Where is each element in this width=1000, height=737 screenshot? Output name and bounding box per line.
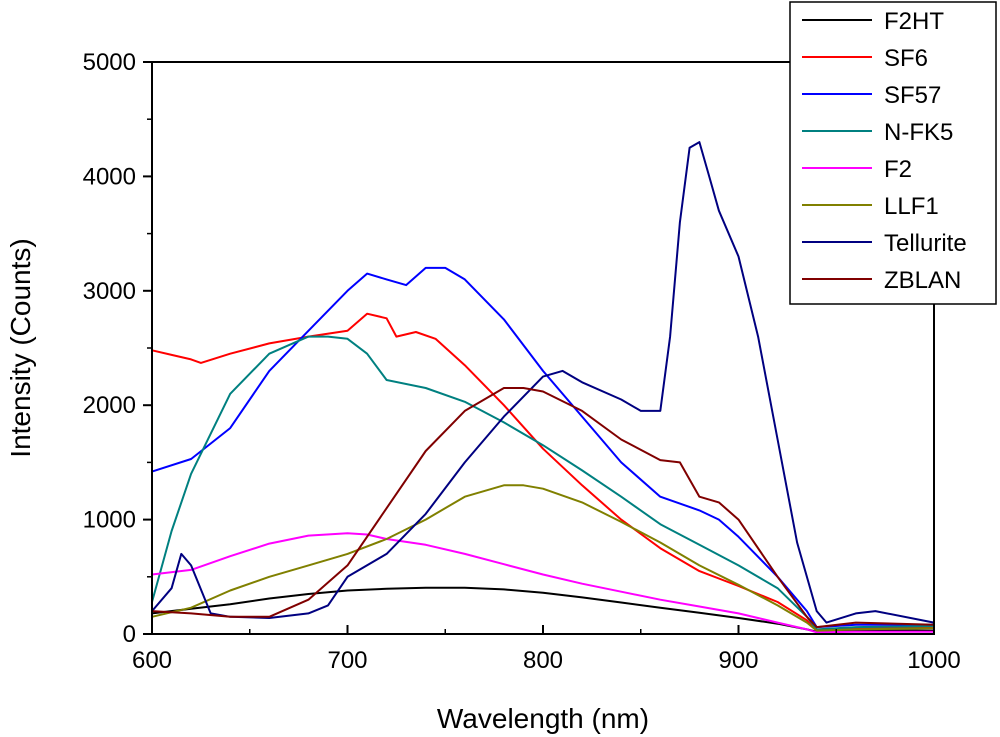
- x-tick-label: 700: [327, 647, 367, 674]
- y-tick-label: 0: [123, 621, 136, 648]
- x-tick-label: 600: [132, 647, 172, 674]
- legend-label: Tellurite: [884, 230, 967, 257]
- legend-label: N-FK5: [884, 119, 953, 146]
- y-tick-label: 3000: [83, 278, 136, 305]
- y-tick-label: 1000: [83, 507, 136, 534]
- x-axis-label: Wavelength (nm): [437, 703, 649, 734]
- x-tick-label: 900: [718, 647, 758, 674]
- series-line-zblan: [151, 387, 935, 629]
- series-line-f2: [151, 532, 934, 634]
- series-layer: [151, 141, 935, 634]
- x-tick-label: 800: [523, 647, 563, 674]
- legend-label: SF6: [884, 45, 928, 72]
- axis-ticks: 600 700 800 900 1000 0 1000 2000 3000 4000 5000: [83, 49, 961, 674]
- y-tick-label: 4000: [83, 163, 136, 190]
- y-axis-label: Intensity (Counts): [5, 238, 36, 457]
- legend-label: LLF1: [884, 193, 939, 220]
- y-tick-label: 2000: [83, 392, 136, 419]
- x-tick-label: 1000: [907, 647, 960, 674]
- legend: F2HT SF6 SF57 N-FK5 F2 LLF1 Tellurite ZBLAN: [789, 1, 997, 305]
- legend-label: ZBLAN: [884, 267, 961, 294]
- legend-label: SF57: [884, 82, 941, 109]
- y-tick-label: 5000: [83, 49, 136, 76]
- series-line-sf6: [151, 312, 935, 632]
- series-line-llf1: [151, 484, 935, 632]
- legend-label: F2: [884, 156, 912, 183]
- series-line-n-fk5: [151, 335, 935, 631]
- legend-box: [789, 1, 997, 305]
- legend-label: F2HT: [884, 8, 944, 35]
